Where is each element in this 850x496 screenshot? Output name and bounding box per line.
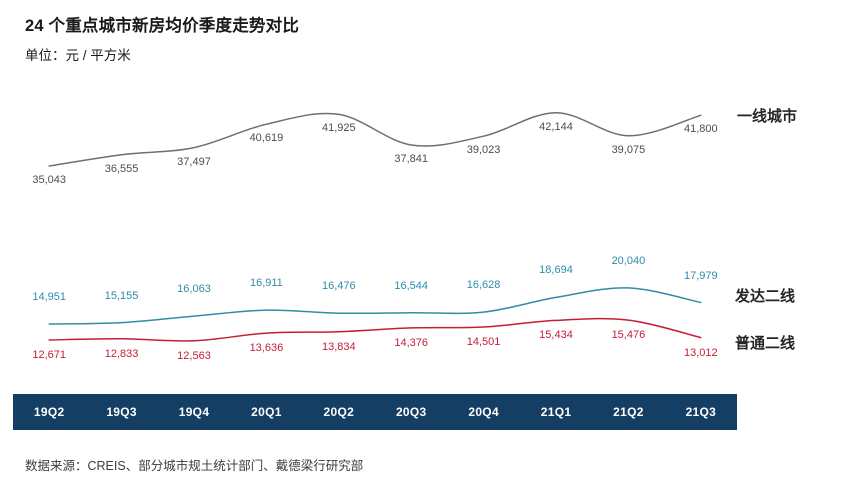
line-series: [48, 317, 702, 342]
x-axis-tick: 20Q2: [323, 405, 355, 419]
x-axis-band: 19Q2 19Q3 19Q4 20Q1 20Q2 20Q3 20Q4 21Q1 21Q2 21Q3: [13, 394, 737, 430]
x-axis-tick: 20Q1: [251, 405, 282, 419]
x-axis-tick: 21Q3: [685, 405, 717, 419]
x-axis-tick: 21Q1: [540, 405, 572, 419]
x-axis-tick: 19Q3: [106, 405, 137, 419]
unit-label: 单位：元 / 平方米: [25, 48, 131, 63]
x-axis-tick: 19Q2: [33, 405, 65, 419]
legend-developed-second-tier: 发达二线: [735, 288, 796, 305]
source-note: 数据来源：CREIS、部分城市规土统计部门、戴德梁行研究部: [25, 459, 364, 473]
x-axis-tick: 20Q4: [468, 405, 499, 419]
page-title: 24 个重点城市新房均价季度走势对比: [25, 17, 300, 35]
line-series: [48, 111, 702, 167]
x-axis-tick: 21Q2: [613, 405, 644, 419]
legend-ordinary-second-tier: 普通二线: [735, 335, 796, 352]
legend-first-tier-cities: 一线城市: [737, 108, 798, 125]
x-axis-tick: 20Q3: [395, 405, 427, 419]
line-series: [48, 287, 702, 325]
x-axis-tick: 19Q4: [178, 405, 210, 419]
